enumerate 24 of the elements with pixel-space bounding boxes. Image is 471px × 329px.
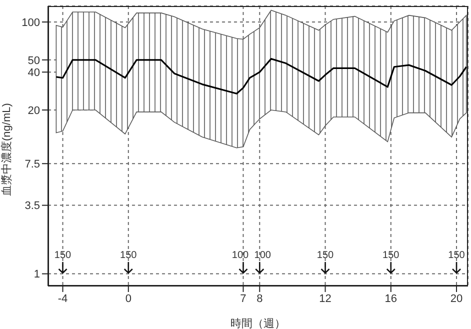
x-tick-label: 7 <box>240 292 246 305</box>
y-tick-label: 20 <box>28 104 40 117</box>
y-tick-label: 3.5 <box>24 200 40 212</box>
x-tick-label: 20 <box>450 292 463 305</box>
annotation: 150 <box>316 250 334 261</box>
y-tick-label: 100 <box>22 16 40 29</box>
line-series <box>55 58 468 94</box>
annotation: 150 <box>382 250 400 261</box>
annotation: 150 <box>120 250 138 261</box>
y-axis-title: 血漿中濃度(ng/mL) <box>0 103 13 196</box>
annotation: 150 <box>54 250 72 261</box>
x-tick-label: 8 <box>256 292 263 305</box>
x-tick-label: 12 <box>319 292 332 305</box>
x-axis-title: 時間（週） <box>230 317 286 329</box>
x-tick-label: 16 <box>384 292 398 305</box>
x-tick-label: -4 <box>58 292 68 305</box>
y-tick-label: 1 <box>34 268 40 281</box>
annotation: 100 <box>232 250 250 261</box>
annotation: 100 <box>254 250 272 261</box>
y-tick-label: 40 <box>28 67 40 80</box>
x-tick-label: 0 <box>125 292 132 305</box>
annotation: 150 <box>448 250 466 261</box>
y-tick-label: 7.5 <box>24 158 40 171</box>
y-tick-label: 50 <box>28 54 40 67</box>
